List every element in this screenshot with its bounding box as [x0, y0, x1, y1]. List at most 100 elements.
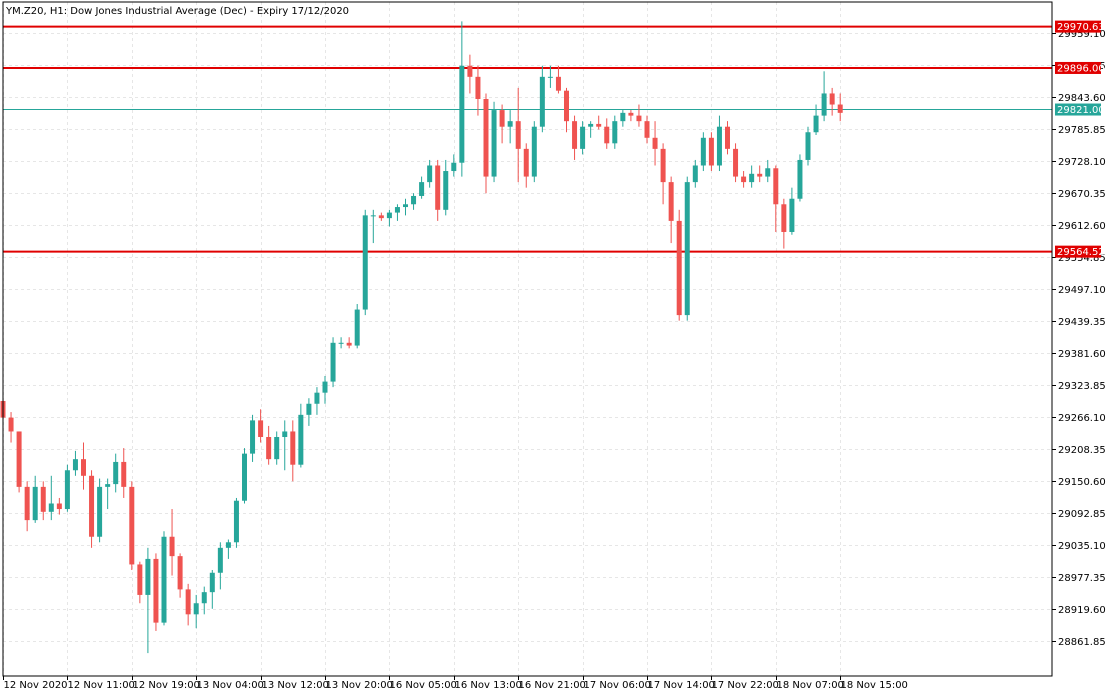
candle: [8, 412, 14, 443]
candle-body: [821, 93, 827, 116]
candle: [153, 553, 159, 631]
candle: [564, 87, 569, 133]
candle-body: [547, 76, 553, 78]
candle: [821, 71, 827, 122]
candle: [644, 115, 650, 144]
candle: [411, 193, 417, 210]
candle: [48, 475, 54, 521]
candle-body: [161, 536, 167, 623]
candle: [789, 187, 795, 235]
x-tick-label: 12 Nov 19:00: [133, 680, 200, 691]
candle-body: [604, 126, 610, 144]
candle-body: [185, 589, 191, 615]
candle-body: [306, 403, 312, 415]
candle-body: [105, 484, 111, 487]
candle-body: [346, 342, 352, 346]
candle-body: [564, 90, 569, 122]
candle: [692, 159, 698, 188]
candle: [700, 132, 706, 172]
x-tick-label: 13 Nov 04:00: [197, 680, 264, 691]
candle-body: [773, 168, 779, 205]
candle-body: [72, 459, 78, 471]
candle: [837, 93, 843, 122]
candle-body: [64, 470, 70, 510]
candle-body: [628, 112, 634, 116]
candle-body: [242, 453, 247, 501]
candle: [113, 453, 119, 493]
candle: [716, 115, 722, 172]
candle-body: [386, 212, 392, 219]
candle: [32, 475, 38, 523]
candle-body: [362, 215, 368, 310]
candle-body: [24, 486, 30, 521]
candle: [660, 143, 666, 205]
candle-body: [298, 414, 304, 465]
y-tick-label: 29323.85: [1058, 381, 1106, 392]
candle-body: [596, 123, 602, 127]
candle: [121, 448, 127, 498]
candle-body: [612, 121, 618, 144]
candle: [185, 583, 191, 626]
candle: [467, 54, 473, 94]
level-price-tags: 29970.63 29896.00 29564.52 29821.00: [1055, 20, 1105, 258]
candle-body: [781, 204, 787, 232]
level-tag-label: 29896.00: [1057, 63, 1105, 74]
current-price-tag-label: 29821.00: [1057, 105, 1105, 116]
candle-body: [636, 115, 642, 122]
candle-body: [193, 603, 199, 615]
candle: [427, 159, 433, 188]
level-tag-box: [1055, 20, 1101, 33]
candle-body: [588, 123, 594, 127]
candle: [588, 121, 594, 138]
candle-body: [700, 137, 706, 166]
candle: [829, 87, 835, 116]
candle-body: [491, 110, 497, 177]
candle-body: [233, 500, 239, 543]
candle: [580, 121, 586, 155]
plot-frame: [2, 1, 1053, 677]
y-tick-label: 29497.10: [1058, 285, 1106, 296]
y-tick-label: 29785.85: [1058, 125, 1106, 136]
candle-body: [507, 121, 513, 127]
candle-body: [89, 475, 95, 537]
x-tick-label: 12 Nov 11:00: [68, 680, 135, 691]
candle-body: [314, 392, 320, 404]
candle: [652, 121, 658, 166]
candle-body: [378, 215, 384, 219]
candle-body: [427, 165, 433, 183]
y-tick-label: 29381.60: [1058, 349, 1106, 360]
candle: [797, 154, 803, 202]
x-tick-label: 16 Nov 05:00: [390, 680, 457, 691]
candle: [24, 481, 30, 532]
candle-body: [169, 536, 175, 557]
level-tag-label: 29564.52: [1057, 247, 1105, 258]
candle-body: [676, 220, 682, 316]
candle: [676, 209, 682, 321]
candle: [217, 542, 223, 590]
candle: [161, 531, 167, 626]
x-tick-label: 12 Nov 2020: [4, 680, 68, 691]
candle: [394, 204, 400, 221]
candle-body: [539, 76, 545, 127]
y-tick-label: 29554.85: [1058, 253, 1106, 264]
candle: [572, 115, 578, 160]
candle-body: [201, 592, 207, 604]
candle-body: [225, 542, 231, 548]
candle: [266, 425, 272, 465]
candle-body: [684, 182, 690, 316]
candle: [403, 198, 408, 216]
candle: [56, 497, 62, 515]
candle: [628, 110, 634, 122]
candle-body: [652, 137, 658, 149]
candle-body: [129, 486, 135, 565]
candle-body: [829, 93, 835, 105]
x-tick-label: 18 Nov 15:00: [841, 680, 908, 691]
candle: [805, 126, 811, 166]
candle-body: [403, 204, 408, 208]
candle-body: [644, 121, 650, 138]
x-tick-label: 17 Nov 14:00: [648, 680, 715, 691]
candle-body: [40, 486, 46, 512]
candle: [773, 165, 779, 232]
candle-body: [435, 165, 441, 210]
